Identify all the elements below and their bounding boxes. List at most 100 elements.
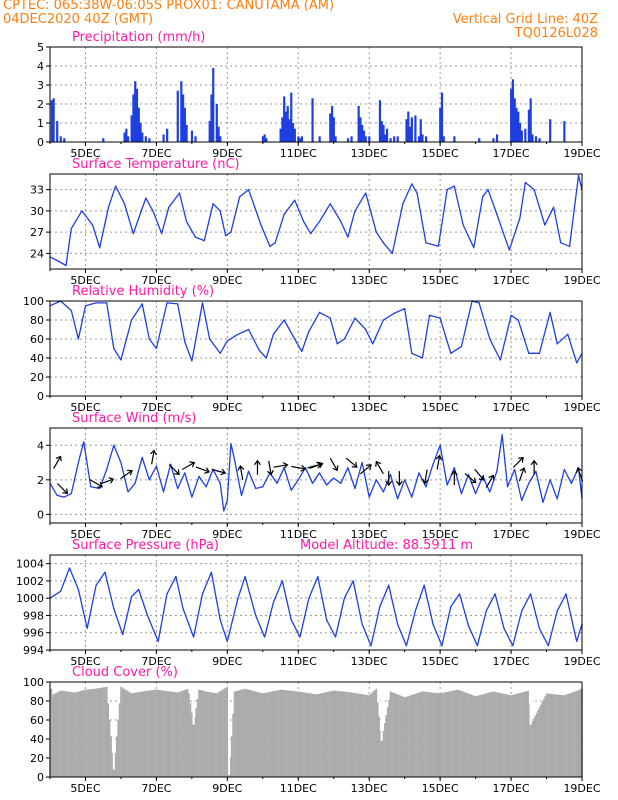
data-point	[155, 347, 157, 350]
precip-bar	[531, 134, 534, 142]
data-point	[294, 199, 296, 201]
cloud-bar	[202, 690, 205, 777]
data-point	[239, 196, 241, 198]
cloud-bar	[527, 690, 529, 777]
x-tick-label: 19DEC	[563, 147, 600, 160]
y-tick-label: 4	[37, 60, 44, 73]
x-tick-label: 19DEC	[563, 274, 600, 287]
cloud-bar	[454, 690, 457, 777]
data-point	[343, 597, 345, 599]
cloud-bar	[574, 691, 576, 777]
wind-arrow-icon	[450, 470, 458, 486]
precip-bar	[182, 94, 185, 142]
x-tick-label: 9DEC	[212, 655, 242, 668]
data-point	[318, 472, 321, 474]
cloud-bar	[94, 688, 97, 777]
cloud-bar	[284, 690, 287, 777]
wind-arrow-icon	[195, 466, 211, 474]
precip-bar	[515, 107, 518, 142]
data-point	[162, 491, 165, 493]
data-point	[86, 627, 88, 630]
cloud-bar	[576, 690, 579, 777]
cloud-bar	[535, 712, 538, 777]
data-point	[396, 498, 399, 500]
data-point	[382, 319, 384, 321]
cloud-bar	[474, 696, 477, 777]
data-point	[506, 486, 509, 488]
data-point	[329, 317, 331, 319]
data-point	[166, 593, 168, 595]
wind-arrow-icon	[421, 469, 429, 485]
wind-arrow-icon	[211, 468, 227, 476]
cloud-bar	[369, 693, 372, 777]
cloud-bar	[300, 691, 302, 777]
precip-bar	[290, 92, 293, 142]
cloud-bar	[440, 693, 443, 777]
data-point	[489, 491, 491, 493]
cloud-bar	[108, 719, 111, 777]
cloud-bar	[365, 694, 368, 777]
x-tick-label: 19DEC	[563, 782, 600, 795]
data-point	[489, 338, 491, 340]
data-point	[106, 468, 108, 471]
data-point	[414, 610, 416, 612]
cloud-bar	[226, 686, 229, 777]
cloud-bar	[83, 689, 85, 777]
precip-bar	[357, 105, 360, 142]
data-point	[496, 213, 498, 216]
cloud-bar	[445, 692, 447, 777]
data-point	[115, 185, 117, 187]
data-point	[107, 206, 110, 208]
header-location: CPTEC: 065:38W-06:05S PROX01: CANUTAMA (…	[3, 0, 335, 13]
cloud-bar	[274, 690, 277, 777]
precip-bar	[364, 136, 367, 142]
y-tick-label: 60	[30, 333, 44, 346]
data-point	[568, 245, 571, 247]
precip-bar	[563, 121, 566, 142]
x-tick-label: 11DEC	[280, 401, 317, 414]
data-point	[123, 203, 126, 205]
cloud-bar	[259, 692, 261, 777]
precip-bar	[529, 98, 532, 142]
y-tick-label: 2	[37, 474, 44, 487]
cloud-bar	[165, 690, 168, 777]
cloud-bar	[314, 694, 317, 777]
cloud-bar	[496, 692, 498, 777]
data-point	[446, 188, 448, 191]
x-tick-label: 11DEC	[280, 147, 317, 160]
cloud-bar	[547, 693, 549, 777]
panel-2: Relative Humidity (%) 5DEC 7DEC 9DEC 11DEC 13…	[23, 284, 601, 414]
header-grid-line-note: Vertical Grid Line: 40Z	[452, 12, 598, 27]
precip-bar	[408, 126, 412, 142]
cloud-bar	[218, 692, 220, 777]
cloud-bar	[283, 689, 285, 777]
cloud-bar	[107, 703, 110, 777]
data-point	[240, 494, 243, 496]
wind-arrow-icon	[385, 471, 393, 487]
cloud-bar	[298, 691, 301, 777]
x-tick-label: 19DEC	[563, 401, 600, 414]
cloud-bar	[473, 695, 476, 777]
cloud-bar	[229, 758, 232, 777]
cloud-bar	[62, 690, 64, 777]
cloud-bar	[579, 688, 582, 777]
data-point	[281, 580, 283, 582]
precip-bar	[407, 111, 410, 142]
data-point	[274, 242, 276, 244]
y-tick-label: 33	[30, 184, 44, 197]
cloud-bar	[59, 690, 61, 777]
cloud-bar	[81, 690, 84, 777]
data-point	[514, 468, 516, 471]
precip-bar	[279, 128, 282, 142]
data-point	[138, 588, 140, 591]
y-tick-label: 996	[23, 627, 44, 640]
wind-arrow-icon	[99, 477, 115, 485]
cloud-bar	[154, 689, 156, 777]
precip-bar	[518, 123, 522, 142]
cloud-bar	[439, 693, 441, 777]
y-tick-label: 2	[37, 98, 44, 111]
cloud-bar	[503, 693, 505, 777]
x-tick-label: 9DEC	[212, 274, 242, 287]
cloud-bar	[561, 695, 563, 777]
precip-bar	[368, 136, 371, 142]
